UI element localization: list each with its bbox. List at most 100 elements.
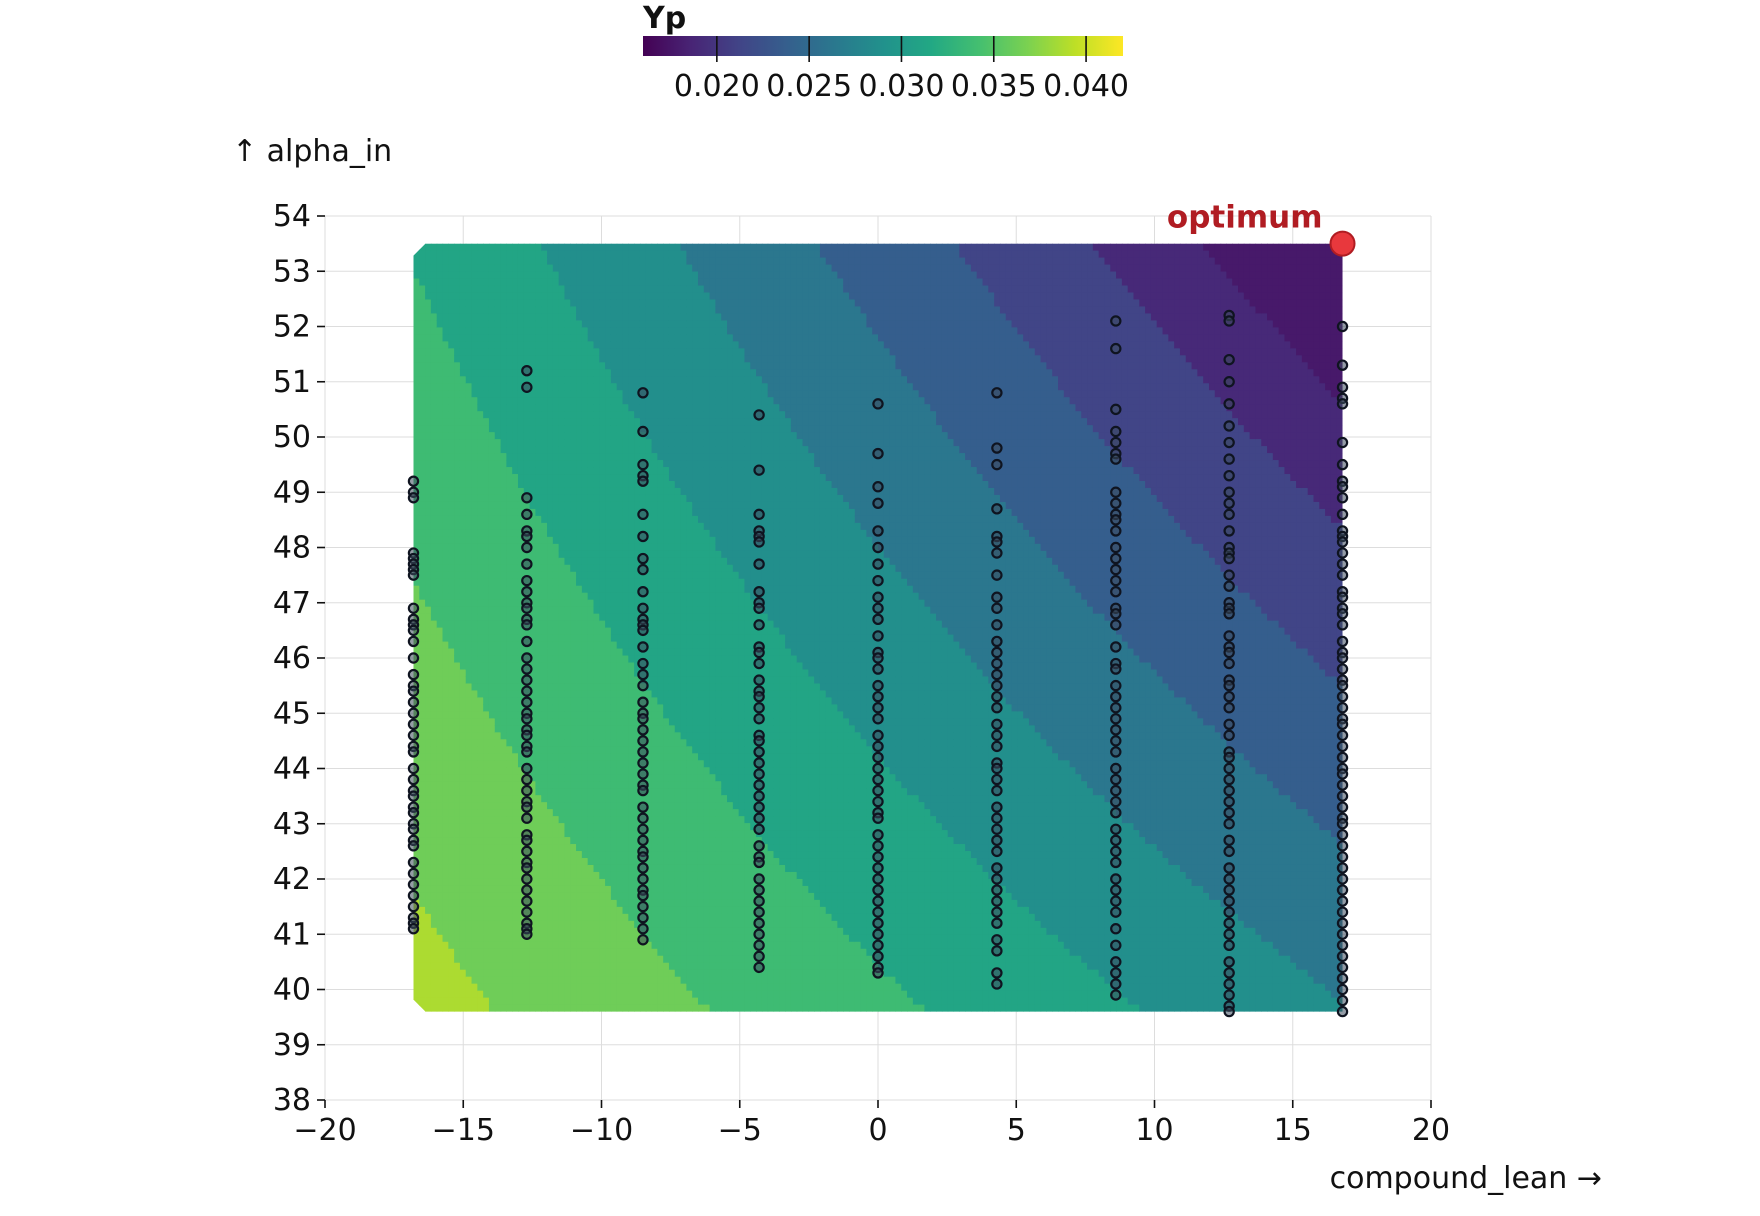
contour-cell bbox=[611, 809, 617, 817]
contour-cell bbox=[576, 900, 582, 908]
contour-cell bbox=[623, 251, 629, 259]
contour-cell bbox=[663, 279, 669, 287]
contour-cell bbox=[559, 711, 565, 719]
contour-cell bbox=[582, 816, 588, 824]
contour-cell bbox=[506, 935, 512, 943]
contour-cell bbox=[634, 984, 640, 992]
contour-cell bbox=[419, 572, 425, 580]
contour-cell bbox=[623, 404, 629, 412]
contour-cell bbox=[570, 830, 576, 838]
contour-cell bbox=[588, 795, 594, 803]
contour-cell bbox=[483, 628, 489, 636]
contour-cell bbox=[576, 299, 582, 307]
contour-cell bbox=[495, 495, 501, 503]
contour-cell bbox=[535, 823, 541, 831]
contour-cell bbox=[506, 299, 512, 307]
contour-cell bbox=[466, 635, 472, 643]
contour-cell bbox=[489, 991, 495, 999]
contour-cell bbox=[663, 586, 669, 594]
contour-cell bbox=[570, 320, 576, 328]
contour-cell bbox=[576, 411, 582, 419]
contour-cell bbox=[634, 795, 640, 803]
contour-cell bbox=[564, 739, 570, 747]
contour-cell bbox=[425, 628, 431, 636]
contour-cell bbox=[512, 425, 518, 433]
contour-cell bbox=[669, 928, 675, 936]
contour-cell bbox=[501, 439, 507, 447]
contour-cell bbox=[623, 998, 629, 1006]
contour-cell bbox=[617, 676, 623, 684]
contour-cell bbox=[535, 914, 541, 922]
contour-cell bbox=[524, 467, 530, 475]
contour-cell bbox=[472, 670, 478, 678]
contour-cell bbox=[628, 348, 634, 356]
contour-cell bbox=[419, 893, 425, 901]
contour-cell bbox=[576, 858, 582, 866]
contour-cell bbox=[419, 725, 425, 733]
contour-cell bbox=[483, 299, 489, 307]
contour-cell bbox=[524, 411, 530, 419]
contour-cell bbox=[419, 746, 425, 754]
contour-cell bbox=[477, 579, 483, 587]
contour-cell bbox=[489, 816, 495, 824]
contour-cell bbox=[605, 893, 611, 901]
contour-cell bbox=[605, 642, 611, 650]
contour-cell bbox=[495, 753, 501, 761]
contour-cell bbox=[443, 970, 449, 978]
contour-cell bbox=[582, 600, 588, 608]
contour-cell bbox=[460, 767, 466, 775]
contour-cell bbox=[443, 362, 449, 370]
contour-cell bbox=[448, 586, 454, 594]
contour-cell bbox=[646, 286, 652, 294]
contour-cell bbox=[472, 935, 478, 943]
contour-cell bbox=[501, 991, 507, 999]
contour-cell bbox=[419, 502, 425, 510]
contour-cell bbox=[599, 502, 605, 510]
contour-cell bbox=[495, 963, 501, 971]
contour-cell bbox=[576, 439, 582, 447]
contour-cell bbox=[524, 327, 530, 335]
contour-cell bbox=[518, 998, 524, 1006]
contour-cell bbox=[477, 907, 483, 915]
contour-cell bbox=[628, 306, 634, 314]
contour-cell bbox=[495, 565, 501, 573]
contour-cell bbox=[605, 718, 611, 726]
contour-cell bbox=[611, 935, 617, 943]
contour-cell bbox=[466, 844, 472, 852]
contour-cell bbox=[518, 355, 524, 363]
contour-cell bbox=[611, 977, 617, 985]
contour-cell bbox=[448, 746, 454, 754]
contour-cell bbox=[588, 670, 594, 678]
contour-cell bbox=[454, 977, 460, 985]
contour-cell bbox=[582, 760, 588, 768]
contour-cell bbox=[448, 690, 454, 698]
contour-cell bbox=[547, 495, 553, 503]
contour-cell bbox=[564, 788, 570, 796]
contour-cell bbox=[466, 258, 472, 266]
contour-cell bbox=[593, 921, 599, 929]
contour-cell bbox=[547, 935, 553, 943]
contour-cell bbox=[495, 802, 501, 810]
contour-cell bbox=[466, 376, 472, 384]
contour-cell bbox=[535, 502, 541, 510]
contour-cell bbox=[605, 739, 611, 747]
contour-cell bbox=[466, 355, 472, 363]
contour-cell bbox=[588, 753, 594, 761]
contour-cell bbox=[524, 998, 530, 1006]
contour-cell bbox=[443, 502, 449, 510]
contour-cell bbox=[431, 299, 437, 307]
contour-cell bbox=[501, 823, 507, 831]
contour-cell bbox=[553, 970, 559, 978]
contour-cell bbox=[413, 286, 419, 294]
contour-cell bbox=[530, 439, 536, 447]
contour-cell bbox=[605, 292, 611, 300]
contour-cell bbox=[512, 649, 518, 657]
contour-cell bbox=[472, 320, 478, 328]
contour-cell bbox=[472, 614, 478, 622]
contour-cell bbox=[489, 977, 495, 985]
contour-cell bbox=[559, 928, 565, 936]
contour-cell bbox=[570, 711, 576, 719]
contour-cell bbox=[535, 663, 541, 671]
contour-cell bbox=[495, 516, 501, 524]
contour-cell bbox=[541, 788, 547, 796]
